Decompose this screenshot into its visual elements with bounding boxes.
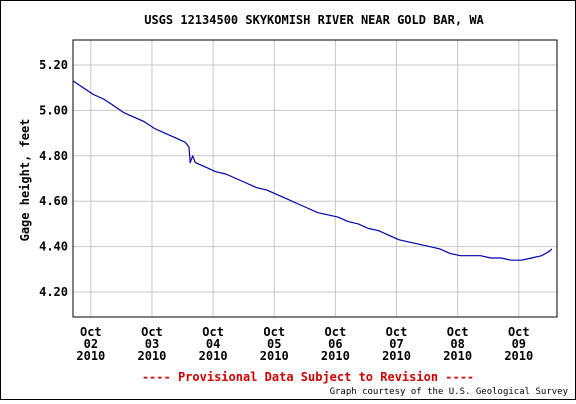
x-tick-label: Oct 02 2010 [76,325,105,363]
y-tick-label: 5.20 [39,58,68,72]
y-axis-label: Gage height, feet [18,119,32,242]
x-tick-labels: Oct 02 2010 Oct 03 2010 Oct 04 2010 Oct 05 2010 Oct 0… [76,325,533,363]
x-tick-label: Oct 09 2010 [504,325,533,363]
y-tick-label: 4.60 [39,194,68,208]
x-tick-label: Oct 04 2010 [199,325,228,363]
y-tick-labels: 5.20 5.00 4.80 4.60 4.40 4.20 [39,58,68,299]
x-tick-label: Oct 05 2010 [260,325,289,363]
series-layer [72,80,553,261]
chart-title: USGS 12134500 SKYKOMISH RIVER NEAR GOLD … [144,13,484,27]
x-tick-label: Oct 03 2010 [138,325,167,363]
x-tick-label: Oct 07 2010 [382,325,411,363]
credit-text: Graph courtesy of the U.S. Geological Su… [330,387,569,397]
x-tick-label: Oct 06 2010 [321,325,350,363]
y-tick-label: 5.00 [39,103,68,117]
gage-height-series-line [72,80,553,261]
y-tick-label: 4.80 [39,149,68,163]
plot-area-border [72,39,558,318]
provisional-note: ---- Provisional Data Subject to Revisio… [142,370,474,384]
grid-lines [73,40,557,317]
x-tick-label: Oct 08 2010 [443,325,472,363]
y-tick-label: 4.40 [39,240,68,254]
y-tick-label: 4.20 [39,285,68,299]
